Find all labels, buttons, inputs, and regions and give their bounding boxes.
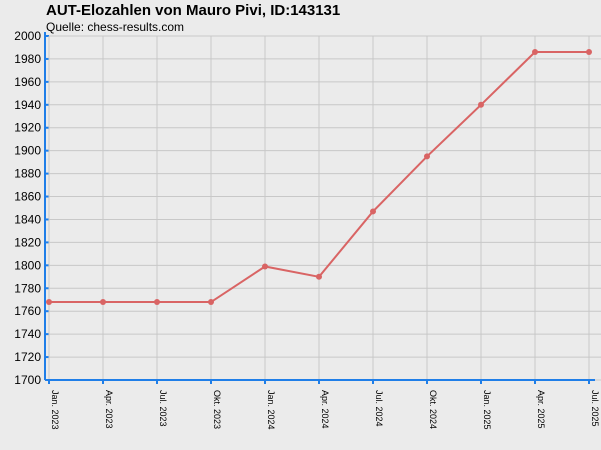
y-tick-label: 1960 xyxy=(14,75,41,89)
data-point xyxy=(46,299,52,306)
x-tick-label: Jan. 2023 xyxy=(50,390,60,430)
chart-title: AUT-Elozahlen von Mauro Pivi, ID:143131 xyxy=(46,2,341,19)
y-tick-label: 1920 xyxy=(14,121,41,135)
y-tick-label: 1900 xyxy=(14,144,41,158)
data-point xyxy=(370,208,376,215)
y-tick-label: 1780 xyxy=(14,281,41,295)
y-tick-label: 1700 xyxy=(14,373,41,387)
data-point xyxy=(154,299,160,306)
y-tick-label: 1740 xyxy=(14,327,41,341)
y-tick-label: 1980 xyxy=(14,52,41,66)
y-tick-label: 1800 xyxy=(14,258,41,272)
data-point xyxy=(100,299,106,306)
x-tick-label: Okt. 2024 xyxy=(428,390,438,429)
y-tick-label: 1940 xyxy=(14,98,41,112)
data-point xyxy=(586,49,592,56)
y-tick-label: 1840 xyxy=(14,212,41,226)
x-tick-label: Jan. 2025 xyxy=(482,390,492,430)
y-tick-label: 2000 xyxy=(14,29,41,43)
data-point xyxy=(424,153,430,160)
y-tick-label: 1860 xyxy=(14,190,41,204)
x-tick-label: Jul. 2023 xyxy=(158,390,168,427)
data-point xyxy=(208,299,214,306)
data-point xyxy=(316,273,322,280)
y-tick-label: 1820 xyxy=(14,235,41,249)
y-tick-label: 1880 xyxy=(14,167,41,181)
x-tick-label: Okt. 2023 xyxy=(212,390,222,429)
y-tick-label: 1760 xyxy=(14,304,41,318)
data-point xyxy=(532,49,538,56)
x-tick-label: Jul. 2025 xyxy=(590,390,600,427)
x-tick-label: Apr. 2024 xyxy=(320,390,330,429)
x-tick-label: Jan. 2024 xyxy=(266,390,276,430)
chart-subtitle: Quelle: chess-results.com xyxy=(46,20,185,34)
y-tick-label: 1720 xyxy=(14,350,41,364)
x-tick-label: Apr. 2023 xyxy=(104,390,114,429)
x-tick-label: Apr. 2025 xyxy=(536,390,546,429)
data-point xyxy=(478,101,484,108)
data-point xyxy=(262,263,268,270)
x-tick-label: Jul. 2024 xyxy=(374,390,384,427)
